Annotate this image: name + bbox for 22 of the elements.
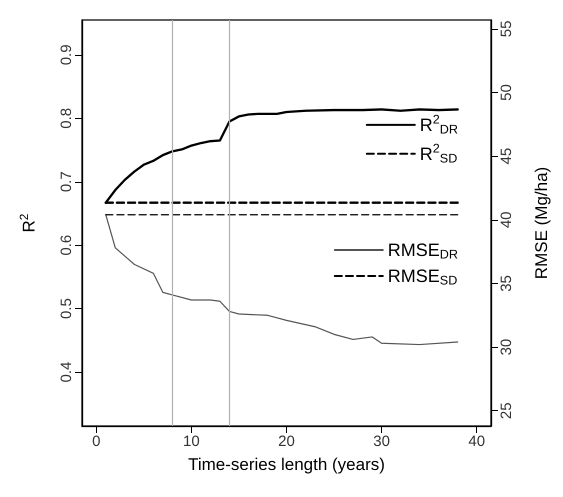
y2-tick-label: 30 bbox=[498, 338, 515, 356]
y2-axis-title: RMSE (Mg/ha) bbox=[532, 166, 551, 280]
y-axis-title: R2 bbox=[16, 213, 38, 232]
x-tick-label: 30 bbox=[373, 433, 390, 450]
y2-tick-label: 45 bbox=[498, 148, 515, 165]
y2-tick-label: 40 bbox=[498, 211, 515, 228]
line-series bbox=[105, 214, 458, 346]
y-tick-label: 0.4 bbox=[58, 362, 75, 383]
y-tick-label: 0.7 bbox=[58, 171, 75, 192]
x-tick-label: 10 bbox=[183, 433, 200, 450]
y2-tick-label: 35 bbox=[498, 275, 515, 292]
x-tick-label: 0 bbox=[92, 433, 100, 450]
x-tick-label: 20 bbox=[278, 433, 295, 450]
y-tick-label: 0.6 bbox=[58, 234, 75, 256]
x-tick-label: 40 bbox=[468, 433, 486, 450]
y2-tick-label: 50 bbox=[498, 84, 515, 101]
y2-tick-label: 55 bbox=[498, 20, 515, 38]
y-tick-label: 0.5 bbox=[58, 298, 75, 320]
x-axis-title: Time-series length (years) bbox=[188, 455, 385, 474]
y2-tick-label: 25 bbox=[498, 402, 515, 420]
y-tick-label: 0.8 bbox=[58, 108, 75, 129]
y-tick-label: 0.9 bbox=[58, 44, 75, 66]
